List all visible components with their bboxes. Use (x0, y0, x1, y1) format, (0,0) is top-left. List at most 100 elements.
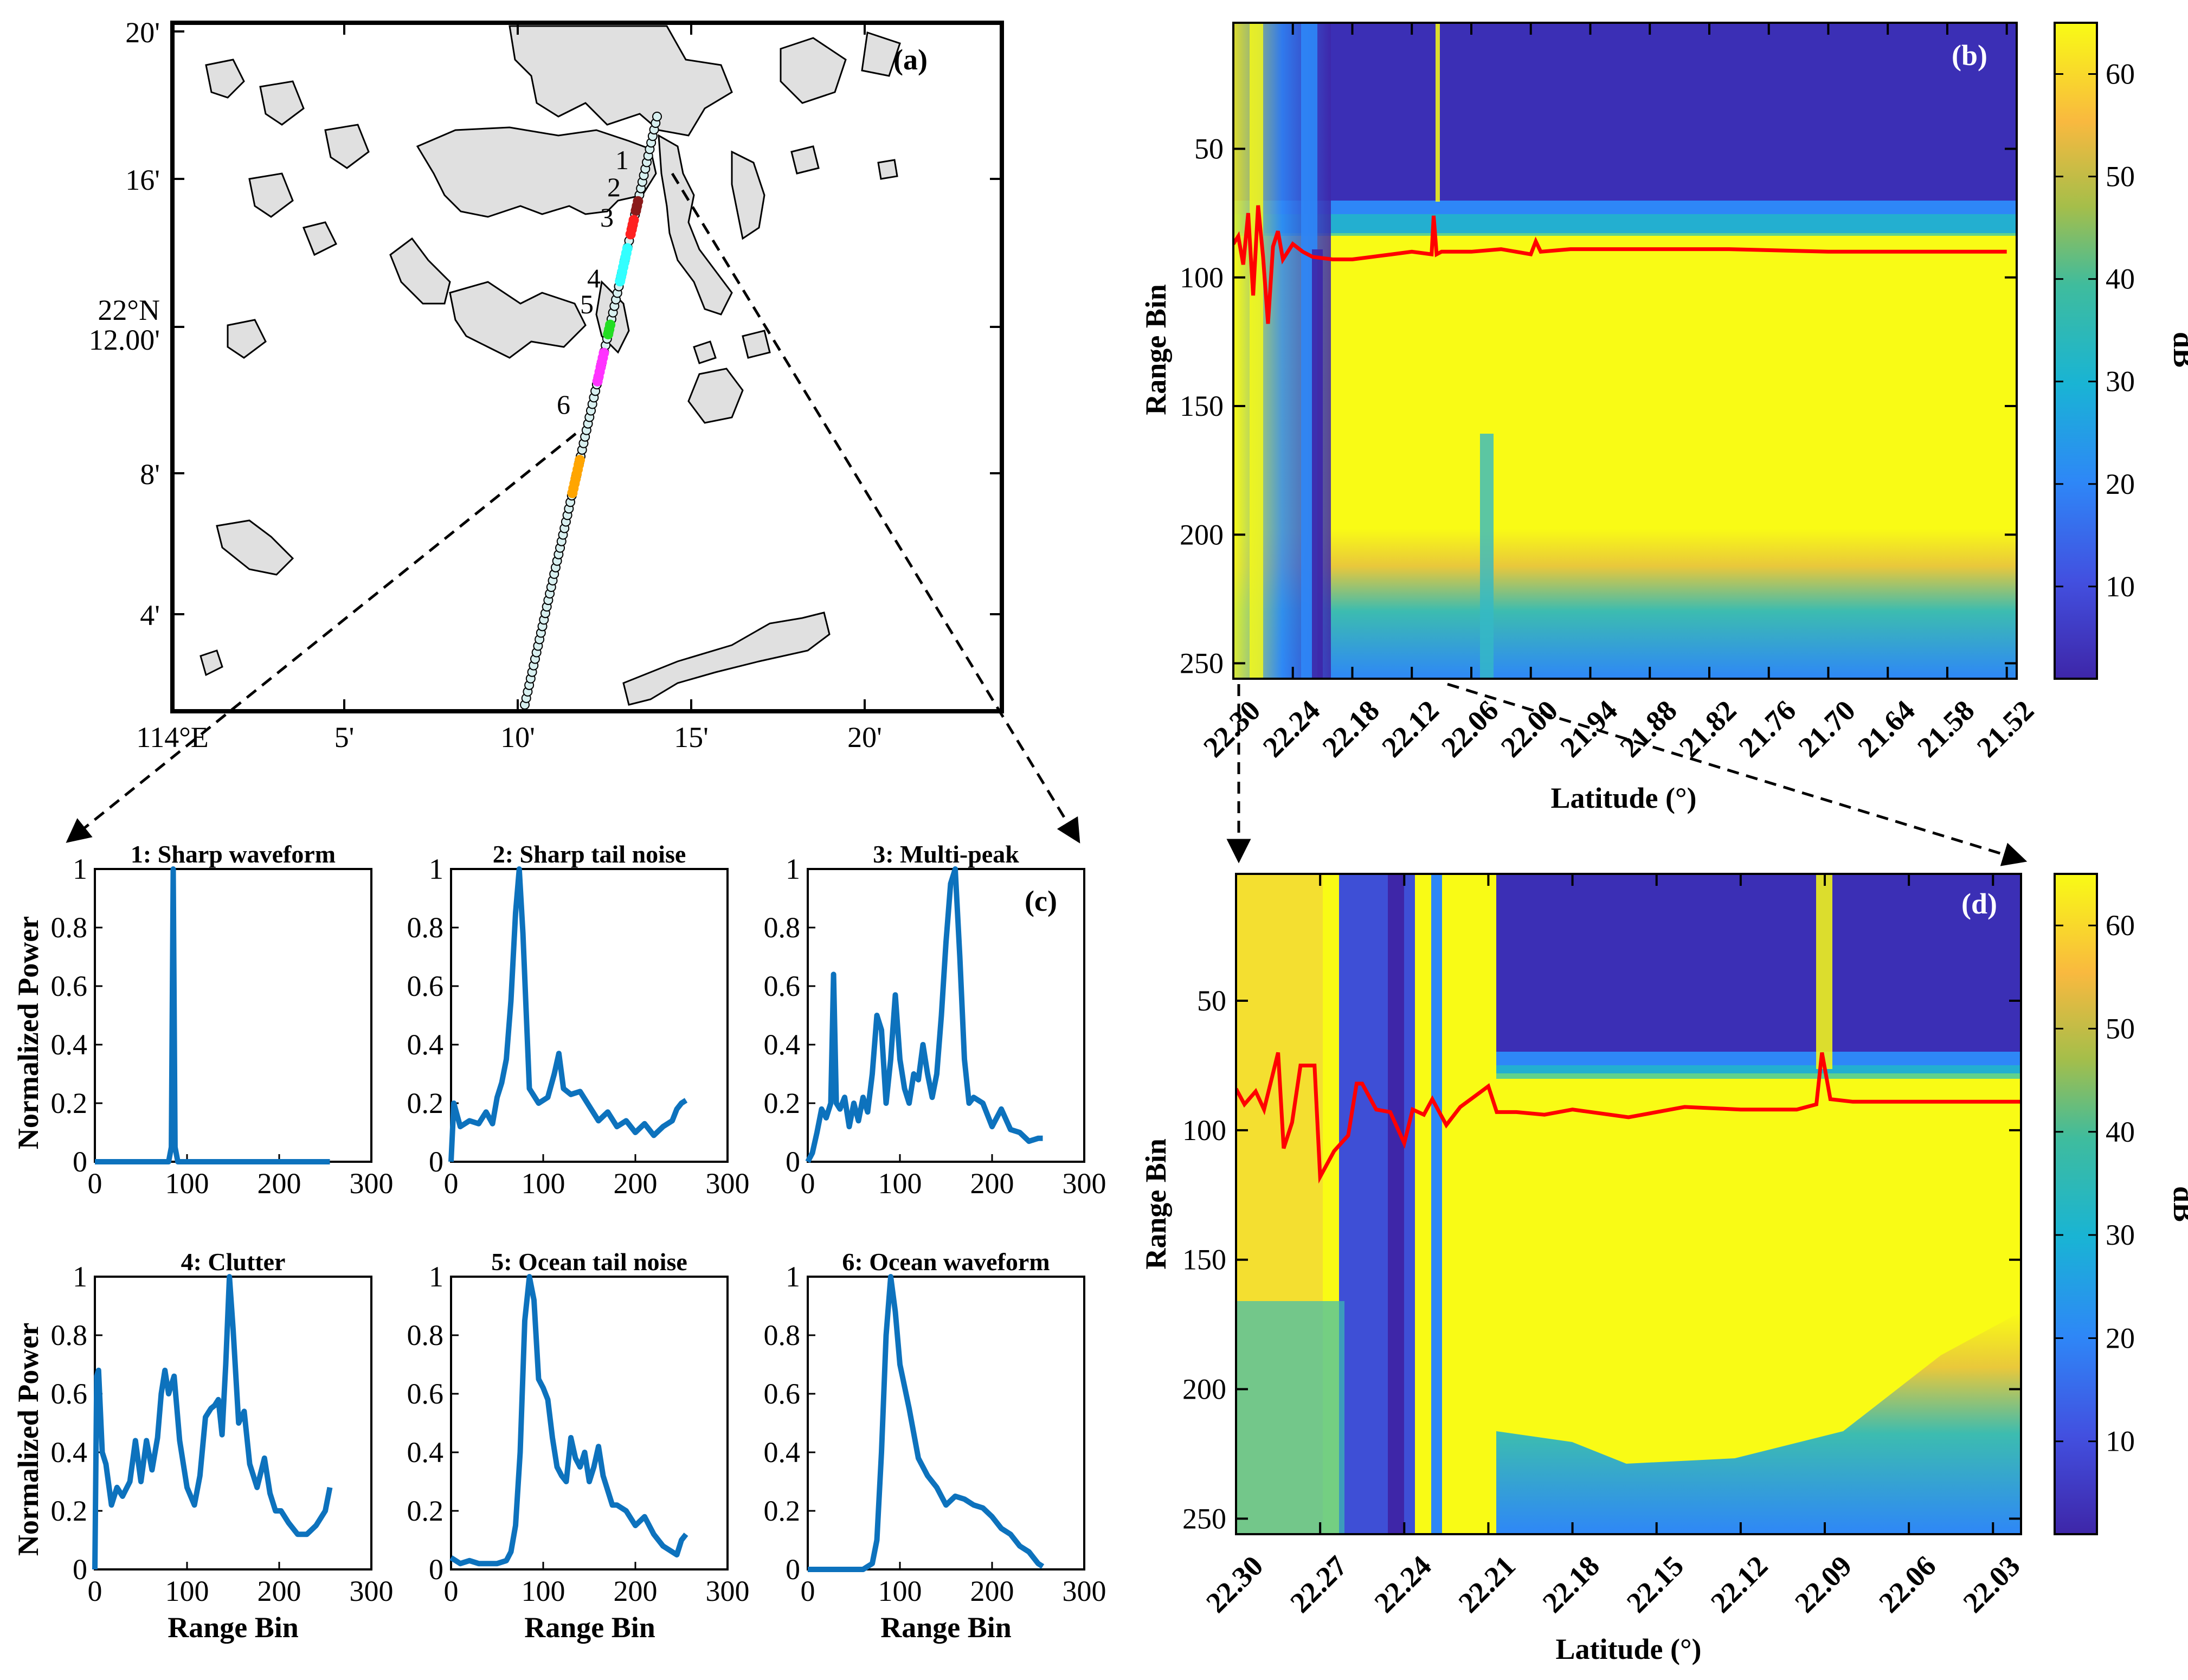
xtick-label: 22.06 (1872, 1549, 1942, 1619)
zoom-arrows (66, 172, 2028, 866)
ytick-label: 0.2 (51, 1495, 88, 1527)
colorbar-b-label: dB (2167, 332, 2188, 368)
land-island-east (731, 150, 765, 240)
ytick-label: 0.8 (407, 1319, 444, 1351)
ytick-label: 0 (786, 1145, 800, 1178)
ytick-label: 0.4 (764, 1436, 801, 1469)
heatmap-d-frame (1235, 873, 2022, 1535)
xtick-label: 22.18 (1316, 694, 1386, 763)
land-w-2 (302, 221, 338, 256)
retrack-line-d (1236, 1052, 2021, 1184)
xtick-label: 200 (970, 1167, 1014, 1200)
ytick-label: 0.6 (51, 1378, 88, 1410)
land-south-2 (200, 649, 223, 677)
colorbar-tick-label: 40 (2106, 263, 2135, 295)
track-label-1: 1 (615, 145, 629, 175)
colorbar-tick-label: 50 (2106, 160, 2135, 193)
panel-label-b: (b) (1952, 39, 1987, 72)
satellite-track (520, 112, 662, 710)
map-ytick-1: 16' (125, 164, 160, 196)
subplot-title: 4: Clutter (181, 1248, 286, 1276)
map-xtick-3: 15' (674, 721, 709, 754)
xtick-label: 21.70 (1792, 694, 1862, 763)
track-segment-point (633, 196, 643, 207)
retrack-line-b (1233, 205, 2007, 324)
waveform-ylabel-top: Normalized Power (12, 916, 44, 1149)
ytick-label: 0.4 (407, 1436, 444, 1469)
map-y-tick-labels: 20' 16' 22°N 12.00' 8' 4' (89, 16, 160, 632)
map-ytick-prefix: 22°N (98, 294, 160, 326)
xtick-label: 21.94 (1554, 694, 1624, 763)
waveform-subplot-6: 6: Ocean waveform 0 100 200 300 0 0.2 0.4 0.6 0.8… (764, 1248, 1106, 1607)
xtick-label: 100 (878, 1167, 922, 1200)
xtick-label: 0 (444, 1575, 459, 1607)
track-segment-point (575, 455, 585, 466)
subplot-title: 1: Sharp waveform (131, 840, 336, 868)
colorbar-tick-label: 60 (2106, 909, 2135, 942)
ytick-label: 100 (1180, 261, 1224, 294)
land-south-east (622, 612, 831, 706)
ytick-label: 1 (73, 853, 87, 885)
subplot-title: 3: Multi-peak (873, 840, 1019, 868)
waveform-subplot-4: 4: Clutter 0 100 200 300 0 0.2 0.4 0.6 0.8 1 (51, 1248, 394, 1607)
xtick-label: 21.64 (1851, 694, 1921, 763)
colorbar-tick-label: 20 (2106, 468, 2135, 500)
colorbar-d-ticks: 10 20 30 40 50 60 (2055, 909, 2135, 1458)
ytick-label: 250 (1180, 647, 1224, 680)
colorbar-tick-label: 50 (2106, 1012, 2135, 1045)
track-point (652, 112, 662, 121)
waveform-xlabel-2: Range Bin (524, 1611, 655, 1644)
xtick-label: 22.12 (1704, 1549, 1774, 1619)
land-island-main (416, 126, 657, 218)
track-label-4: 4 (587, 263, 601, 293)
panel-label-d: (d) (1961, 887, 1997, 920)
ytick-label: 1 (429, 853, 443, 885)
ytick-label: 50 (1194, 133, 1224, 165)
land-e-3 (742, 330, 771, 359)
map-xtick-2: 10' (500, 721, 535, 754)
xtick-label: 22.30 (1197, 694, 1266, 763)
ytick-label: 0.6 (764, 1378, 801, 1410)
xtick-label: 300 (350, 1575, 394, 1607)
heatmap-b-ylabel: Range Bin (1140, 284, 1172, 415)
xtick-label: 300 (706, 1575, 750, 1607)
land-ne-2 (861, 31, 901, 77)
xtick-label: 100 (522, 1167, 565, 1200)
xtick-label: 21.82 (1673, 694, 1742, 763)
map-ticks (171, 23, 1002, 711)
xtick-label: 300 (1063, 1167, 1106, 1200)
land-island-small1 (693, 340, 717, 364)
heatmap-d-xlabel: Latitude (°) (1555, 1633, 1701, 1665)
ytick-label: 0.4 (51, 1436, 88, 1469)
xtick-label: 22.24 (1257, 694, 1326, 763)
xtick-label: 300 (1063, 1575, 1106, 1607)
waveform-subplot-3: 3: Multi-peak 0 100 200 300 0 0.2 0.4 0.6 0.8 1 (764, 840, 1106, 1200)
heatmap-d-image (1236, 874, 2021, 1534)
ytick-label: 0 (429, 1145, 443, 1178)
subplot-frame (807, 1276, 1085, 1570)
ytick-label: 100 (1182, 1114, 1226, 1147)
panel-label-a: (a) (893, 43, 928, 76)
waveform-line (95, 866, 330, 1164)
colorbar-tick-label: 60 (2106, 58, 2135, 91)
ytick-label: 0.2 (764, 1087, 801, 1119)
heatmap-b: 5010015020025022.3022.2422.1822.1222.062… (1140, 22, 2188, 814)
xtick-label: 0 (801, 1167, 815, 1200)
ytick-label: 0.6 (407, 970, 444, 1002)
xtick-label: 200 (258, 1167, 301, 1200)
xtick-label: 21.52 (1971, 694, 2040, 763)
ytick-label: 0 (429, 1553, 443, 1586)
land-island-se (687, 368, 744, 424)
xtick-label: 100 (165, 1575, 209, 1607)
land-ne-1 (780, 37, 847, 104)
subplot-title: 5: Ocean tail noise (491, 1248, 687, 1276)
xtick-label: 22.03 (1957, 1549, 2026, 1619)
colorbar-d (2054, 873, 2098, 1535)
ytick-label: 0.2 (407, 1087, 444, 1119)
ytick-label: 1 (429, 1260, 443, 1293)
ytick-label: 0.2 (407, 1495, 444, 1527)
xtick-label: 200 (614, 1575, 658, 1607)
track-segment-point (628, 215, 639, 226)
